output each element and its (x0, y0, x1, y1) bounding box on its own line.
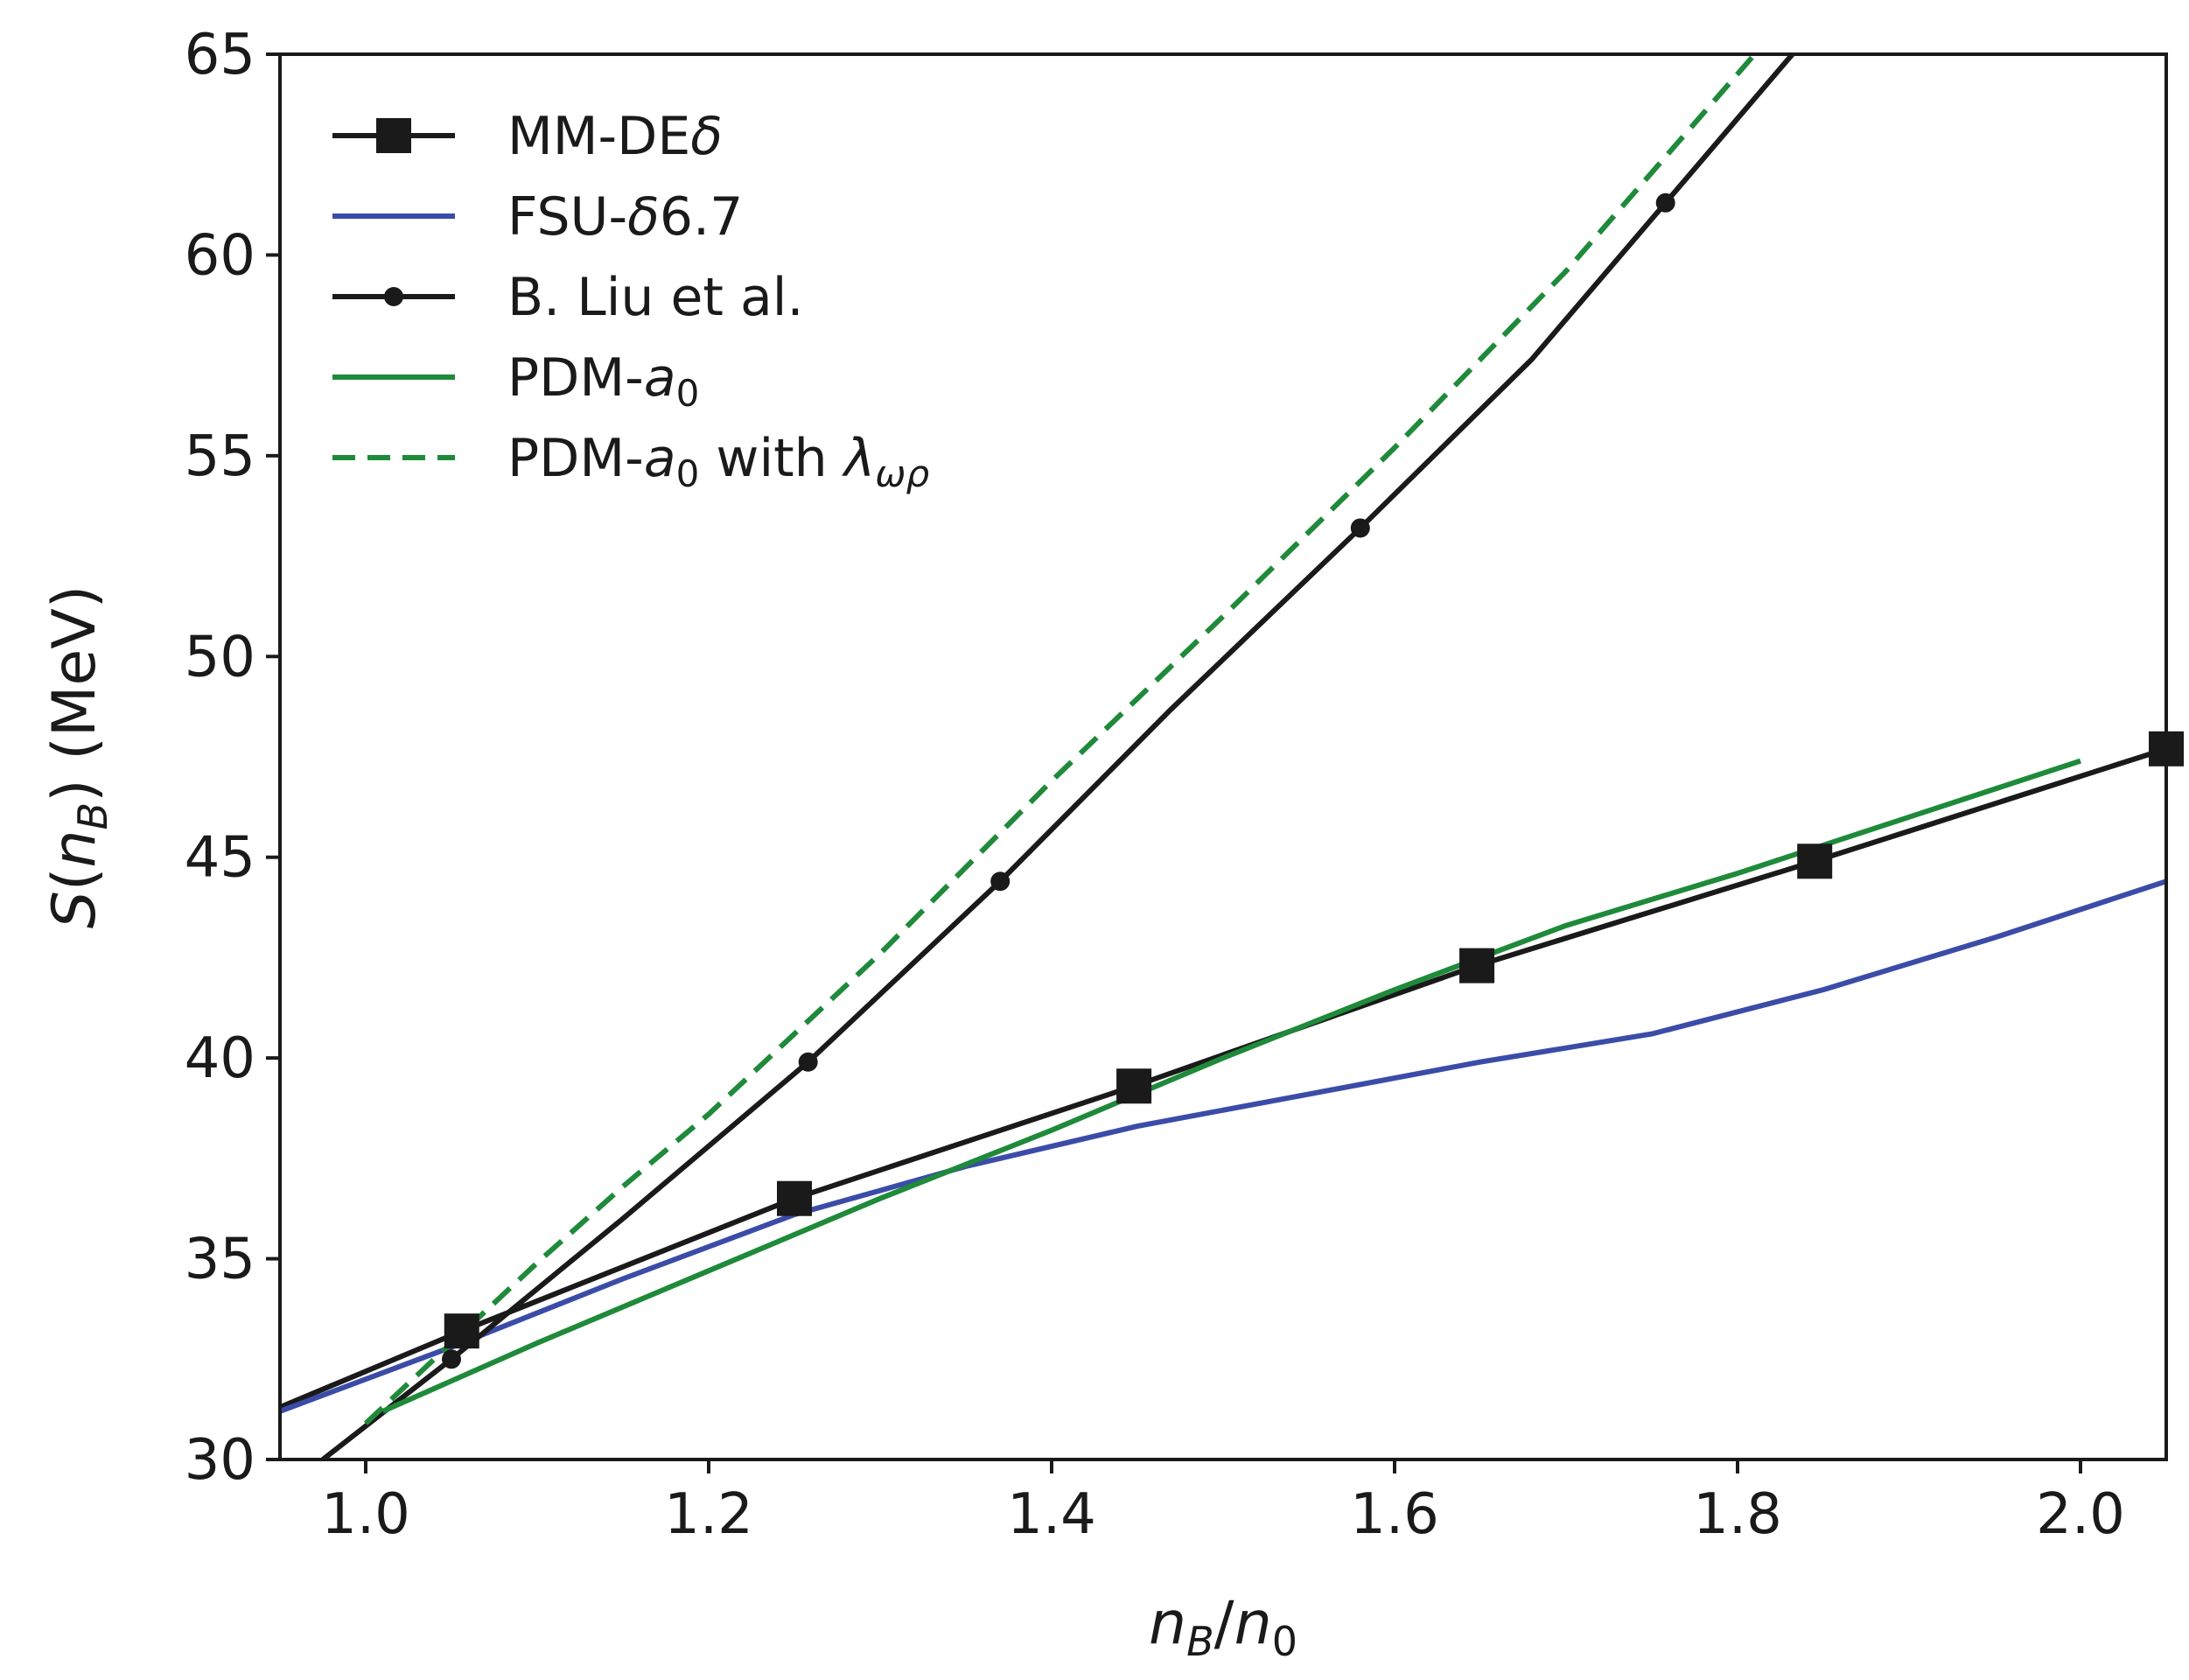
series-line-2 (321, 54, 1794, 1460)
marker-square (1459, 948, 1495, 984)
y-tick-label: 45 (185, 826, 255, 891)
x-tick-label: 1.4 (1007, 1482, 1096, 1547)
y-tick-label: 65 (185, 23, 255, 88)
x-tick-label: 2.0 (2036, 1482, 2125, 1547)
marker-square (777, 1180, 812, 1216)
series-line-0 (280, 746, 2166, 1410)
marker-dot (990, 872, 1011, 892)
x-axis-label: nB/n0 (1149, 1589, 1297, 1665)
series-line-1 (280, 878, 2166, 1414)
legend-marker-square (376, 118, 411, 153)
legend: MM-DEδ FSU-δ6.7 B. Liu et al. PDM-a0 PDM-a0 … (332, 106, 929, 495)
y-tick-label: 35 (185, 1228, 255, 1292)
axes-ticks (266, 52, 2082, 1474)
marker-square (444, 1313, 479, 1349)
legend-label: B. Liu et al. (507, 267, 804, 328)
y-tick-label: 55 (185, 424, 255, 489)
y-axis-label: S(nB) (MeV) (40, 585, 116, 929)
x-tick-label: 1.8 (1693, 1482, 1782, 1547)
marker-layer (442, 192, 2184, 1369)
series-line-4 (363, 54, 1757, 1425)
x-tick-label: 1.6 (1350, 1482, 1439, 1547)
legend-label: MM-DEδ (507, 106, 723, 167)
legend-marker-dot (384, 287, 403, 306)
marker-dot (798, 1052, 818, 1072)
y-tick-label: 30 (185, 1428, 255, 1493)
marker-square (1797, 844, 1833, 879)
legend-label: PDM-a0 with λωρ (507, 428, 929, 495)
x-tick-label: 1.2 (664, 1482, 753, 1547)
y-tick-label: 50 (185, 625, 255, 690)
marker-dot (1350, 518, 1370, 538)
marker-dot (442, 1349, 461, 1369)
tick-labels: 1.0 1.2 1.4 1.6 1.8 2.0 30 35 40 45 50 55 60 65 (185, 23, 2125, 1547)
legend-label: PDM-a0 (507, 347, 699, 415)
y-tick-label: 60 (185, 223, 255, 288)
marker-dot (1655, 192, 1675, 213)
series-line-3 (381, 758, 2081, 1414)
y-tick-label: 40 (185, 1026, 255, 1091)
marker-square (1116, 1068, 1152, 1104)
legend-label: FSU-δ6.7 (507, 186, 743, 248)
series-layer (280, 54, 2166, 1460)
plot-frame (278, 52, 2168, 1461)
x-tick-label: 1.0 (321, 1482, 410, 1547)
